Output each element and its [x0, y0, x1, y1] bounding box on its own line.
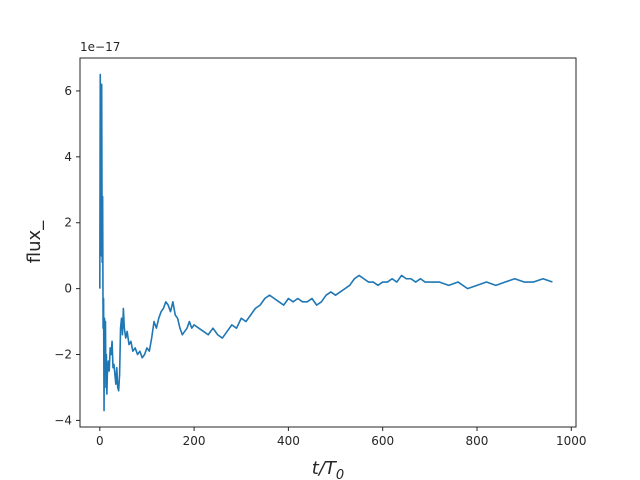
y-tick-label: 6 — [64, 84, 72, 98]
x-axis-ticks: 0 200 400 600 800 1000 — [96, 427, 587, 448]
x-axis-label-main: t/T — [312, 458, 338, 479]
y-tick-label: 4 — [64, 150, 72, 164]
y-tick-label: −4 — [54, 413, 72, 427]
y-tick-label: 2 — [64, 216, 72, 230]
x-tick-label: 1000 — [556, 434, 587, 448]
x-tick-label: 600 — [371, 434, 394, 448]
y-axis-ticks: −4 −2 0 2 4 6 — [54, 84, 80, 427]
y-offset-text: 1e−17 — [80, 40, 120, 54]
x-tick-label: 200 — [183, 434, 206, 448]
x-axis-label-subscript: 0 — [336, 468, 344, 480]
plot-frame — [79, 57, 577, 428]
y-tick-label: −2 — [54, 348, 72, 362]
x-tick-label: 400 — [277, 434, 300, 448]
series-layer — [99, 73, 553, 412]
x-tick-label: 800 — [466, 434, 489, 448]
y-tick-label: 0 — [64, 282, 72, 296]
x-tick-label: 0 — [96, 434, 104, 448]
series-line-0 — [99, 73, 553, 412]
x-axis-label: t/T0 — [312, 458, 344, 480]
y-axis-label: flux_ — [24, 220, 45, 263]
